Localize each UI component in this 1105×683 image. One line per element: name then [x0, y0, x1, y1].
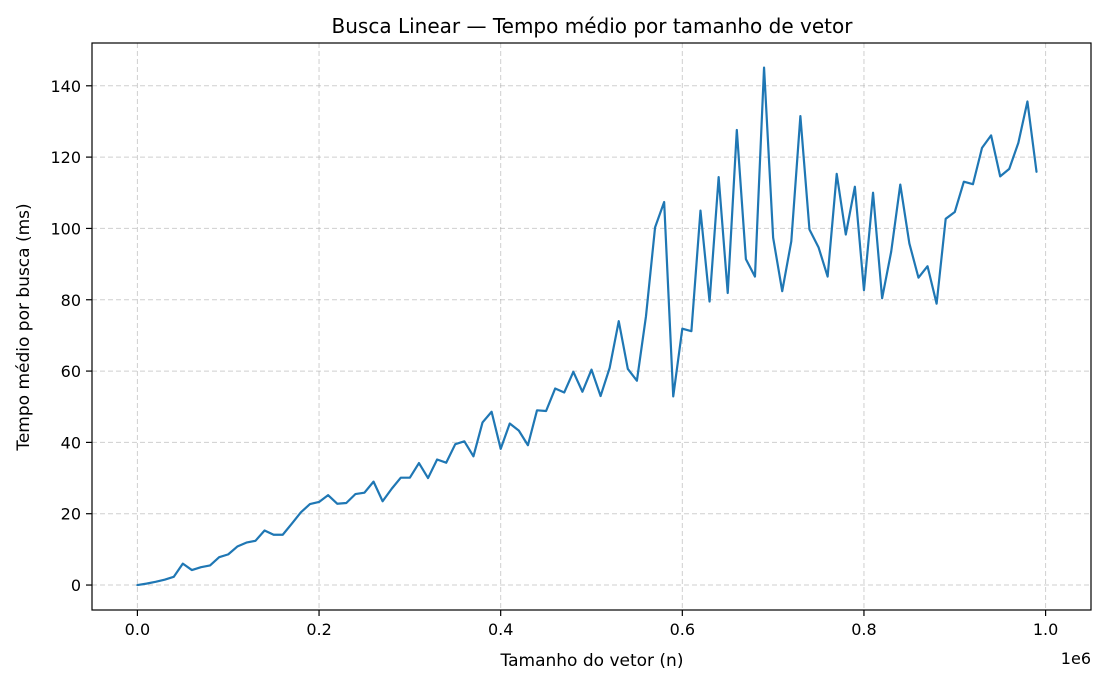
chart-title: Busca Linear — Tempo médio por tamanho d…: [332, 14, 854, 38]
x-tick-label: 0.8: [851, 620, 876, 639]
y-tick-label: 20: [61, 505, 81, 524]
y-tick-label: 40: [61, 433, 81, 452]
x-axis-label: Tamanho do vetor (n): [500, 651, 684, 671]
y-tick-label: 0: [71, 576, 81, 595]
x-tick-label: 0.0: [125, 620, 150, 639]
series-layer: [136, 66, 1038, 587]
x-tick-label: 0.2: [306, 620, 331, 639]
x-axis-ticks: 0.0 0.2 0.4 0.6 0.8 1.0: [125, 610, 1058, 639]
grid-lines: [92, 43, 1091, 610]
series-line: [136, 66, 1038, 587]
y-tick-label: 60: [61, 362, 81, 381]
x-axis-offset-text: 1e6: [1061, 649, 1091, 668]
y-axis-ticks: 0 20 40 60 80 100 120 140: [50, 77, 92, 595]
y-tick-label: 120: [50, 148, 81, 167]
y-tick-label: 80: [61, 291, 81, 310]
y-tick-label: 100: [50, 219, 81, 238]
x-tick-label: 0.4: [488, 620, 513, 639]
x-tick-label: 0.6: [670, 620, 695, 639]
y-tick-label: 140: [50, 77, 81, 96]
y-axis-label: Tempo médio por busca (ms): [14, 203, 34, 451]
x-tick-label: 1.0: [1033, 620, 1058, 639]
plot-area-frame: [91, 42, 1092, 611]
